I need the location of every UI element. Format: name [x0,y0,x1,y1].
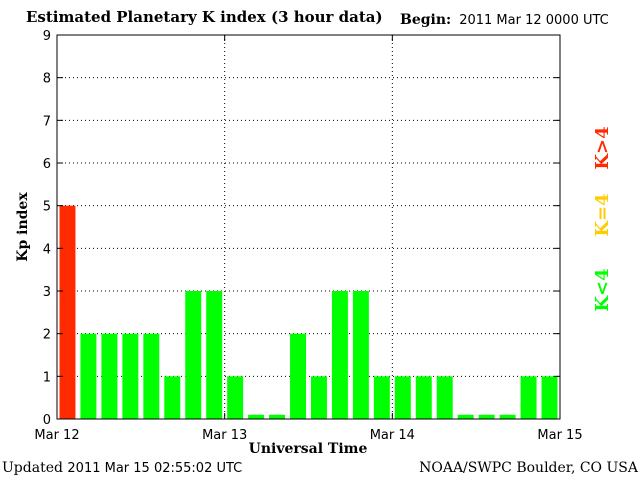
x-tick-label: Mar 15 [537,428,582,443]
begin-value: 2011 Mar 12 0000 UTC [459,13,609,28]
kp-bar [394,376,411,419]
kp-bar [331,291,348,419]
x-tick-label: Mar 14 [370,428,415,443]
y-tick-label: 2 [43,328,51,343]
kp-bar [290,333,306,419]
kp-bar [457,414,474,419]
y-tick-label: 7 [43,114,51,129]
x-tick-labels: Mar 12 Mar 13 Mar 14 Mar 15 [34,428,582,443]
kp-bar [206,291,223,419]
y-tick-label: 9 [43,29,51,44]
kp-bar [415,376,432,419]
updated-label: Updated [2,460,63,476]
kp-bar [185,291,202,419]
legend-above-4: K>4 [592,126,613,169]
y-tick-label: 6 [43,157,51,172]
chart-frame [56,34,561,420]
kp-bar [499,414,516,419]
x-tick-label: Mar 12 [34,428,79,443]
kp-bar [352,291,369,419]
y-tick-label: 1 [43,370,51,385]
kp-bar [122,333,139,419]
kp-bar [227,376,244,419]
y-tick-label: 3 [43,285,51,300]
begin-timestamp: Begin: 2011 Mar 12 0000 UTC [400,12,609,28]
legend-equal-4: K=4 [592,193,613,236]
plot-border [56,34,561,420]
kp-bar [248,414,265,419]
kp-bar [436,376,453,419]
chart-legend: K<4 K=4 K>4 [592,126,613,311]
kp-bar [269,414,286,419]
updated-value: 2011 Mar 15 02:55:02 UTC [67,461,243,476]
kp-bar [164,376,181,419]
kp-bar [311,376,327,419]
kp-bar [541,376,558,419]
kp-bar [80,333,97,419]
begin-label: Begin: [400,12,452,28]
source-credit: NOAA/SWPC Boulder, CO USA [419,460,638,476]
y-tick-label: 4 [43,242,51,257]
x-axis-label: Universal Time [249,441,368,457]
kp-bar [373,376,390,419]
chart-bars [59,205,558,419]
y-tick-label: 8 [43,72,51,87]
chart-grid [57,35,560,419]
kp-bar [520,376,537,419]
y-axis-label: Kp index [15,192,31,262]
kp-bar [478,414,495,419]
x-tick-label: Mar 13 [202,428,247,443]
kp-bar [101,333,118,419]
y-tick-labels: 0 1 2 3 4 5 6 7 8 9 [43,29,51,428]
y-tick-label: 5 [43,200,51,215]
legend-below-4: K<4 [592,268,613,311]
chart-title: Estimated Planetary K index (3 hour data… [26,8,383,26]
y-tick-label: 0 [43,413,51,428]
updated-timestamp: Updated 2011 Mar 15 02:55:02 UTC [2,460,242,476]
kp-bar [59,205,76,419]
kp-bar [143,333,160,419]
